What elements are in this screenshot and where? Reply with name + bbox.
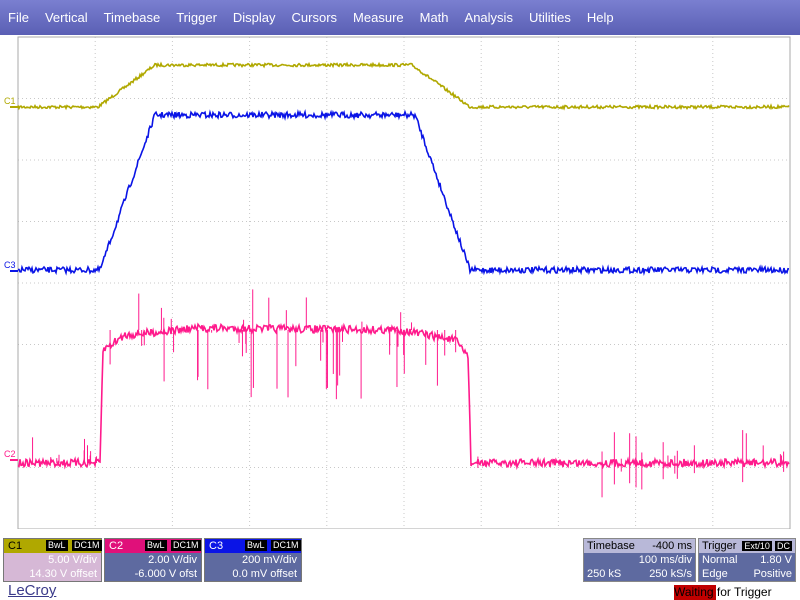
- timebase-delay: -400 ms: [652, 540, 692, 552]
- channel-c1-scale: 5.00 V/div: [48, 554, 97, 566]
- timebase-descriptor[interactable]: Timebase -400 ms 100 ms/div 250 kS 250 k…: [583, 538, 696, 582]
- menu-bar: File Vertical Timebase Trigger Display Cursor…: [0, 0, 800, 35]
- channel-c2-scale: 2.00 V/div: [148, 554, 197, 566]
- channel-c3-bwl: BwL: [245, 540, 267, 551]
- trigger-coupling: DC: [775, 541, 792, 551]
- channel-marker-c1: C1: [4, 96, 16, 106]
- menu-help[interactable]: Help: [586, 10, 614, 25]
- trace-c3: [17, 108, 790, 276]
- trigger-status: Waiting for Trigger: [674, 585, 772, 599]
- trigger-title: Trigger: [702, 540, 737, 552]
- menu-measure[interactable]: Measure: [353, 10, 404, 25]
- channel-c3-scale: 200 mV/div: [241, 554, 297, 566]
- channel-c1-label: C1: [8, 540, 23, 552]
- menu-analysis[interactable]: Analysis: [464, 10, 513, 25]
- trigger-source: Ext/10: [742, 541, 772, 551]
- channel-c3-label: C3: [209, 540, 224, 552]
- channel-c1-offset: 14.30 V offset: [29, 568, 97, 580]
- channel-c3-offset: 0.0 mV offset: [232, 568, 297, 580]
- menu-timebase[interactable]: Timebase: [103, 10, 161, 25]
- waveform-display[interactable]: C1 C3 C2: [0, 35, 800, 529]
- menu-display[interactable]: Display: [232, 10, 276, 25]
- timebase-div: 100 ms/div: [638, 554, 692, 566]
- channel-c2-descriptor[interactable]: C2 BwL DC1M 2.00 V/div -6.000 V ofst: [104, 538, 202, 582]
- menu-utilities[interactable]: Utilities: [528, 10, 571, 25]
- menu-cursors[interactable]: Cursors: [291, 10, 338, 25]
- lecroy-logo: LeCroy: [8, 582, 57, 599]
- menu-file[interactable]: File: [8, 10, 29, 25]
- menu-vertical[interactable]: Vertical: [44, 10, 88, 25]
- status-highlight: [674, 585, 716, 600]
- trigger-level: 1.80 V: [760, 554, 792, 566]
- channel-c3-descriptor[interactable]: C3 BwL DC1M 200 mV/div 0.0 mV offset: [204, 538, 302, 582]
- channel-c2-label: C2: [109, 540, 124, 552]
- channel-c2-coupling: DC1M: [171, 540, 201, 551]
- channel-marker-c2: C2: [4, 449, 16, 459]
- channel-marker-c3: C3: [4, 260, 16, 270]
- channel-c2-offset: -6.000 V ofst: [134, 568, 197, 580]
- trigger-type: Edge: [702, 568, 728, 580]
- menu-trigger[interactable]: Trigger: [176, 10, 217, 25]
- trigger-mode: Normal: [702, 554, 738, 566]
- timebase-rate: 250 kS/s: [649, 568, 692, 580]
- channel-c3-coupling: DC1M: [271, 540, 301, 551]
- channel-c1-bwl: BwL: [46, 540, 68, 551]
- trigger-slope: Positive: [753, 568, 792, 580]
- trace-c1: [17, 61, 790, 111]
- channel-c1-descriptor[interactable]: C1 BwL DC1M 5.00 V/div 14.30 V offset: [3, 538, 102, 582]
- trigger-descriptor[interactable]: Trigger Ext/10 DC Normal 1.80 V Edge Pos…: [698, 538, 796, 582]
- menu-math[interactable]: Math: [419, 10, 449, 25]
- channel-c1-coupling: DC1M: [72, 540, 102, 551]
- channel-c2-bwl: BwL: [145, 540, 167, 551]
- timebase-title: Timebase: [587, 540, 635, 552]
- timebase-samples: 250 kS: [587, 568, 622, 580]
- grid-border: [17, 36, 791, 529]
